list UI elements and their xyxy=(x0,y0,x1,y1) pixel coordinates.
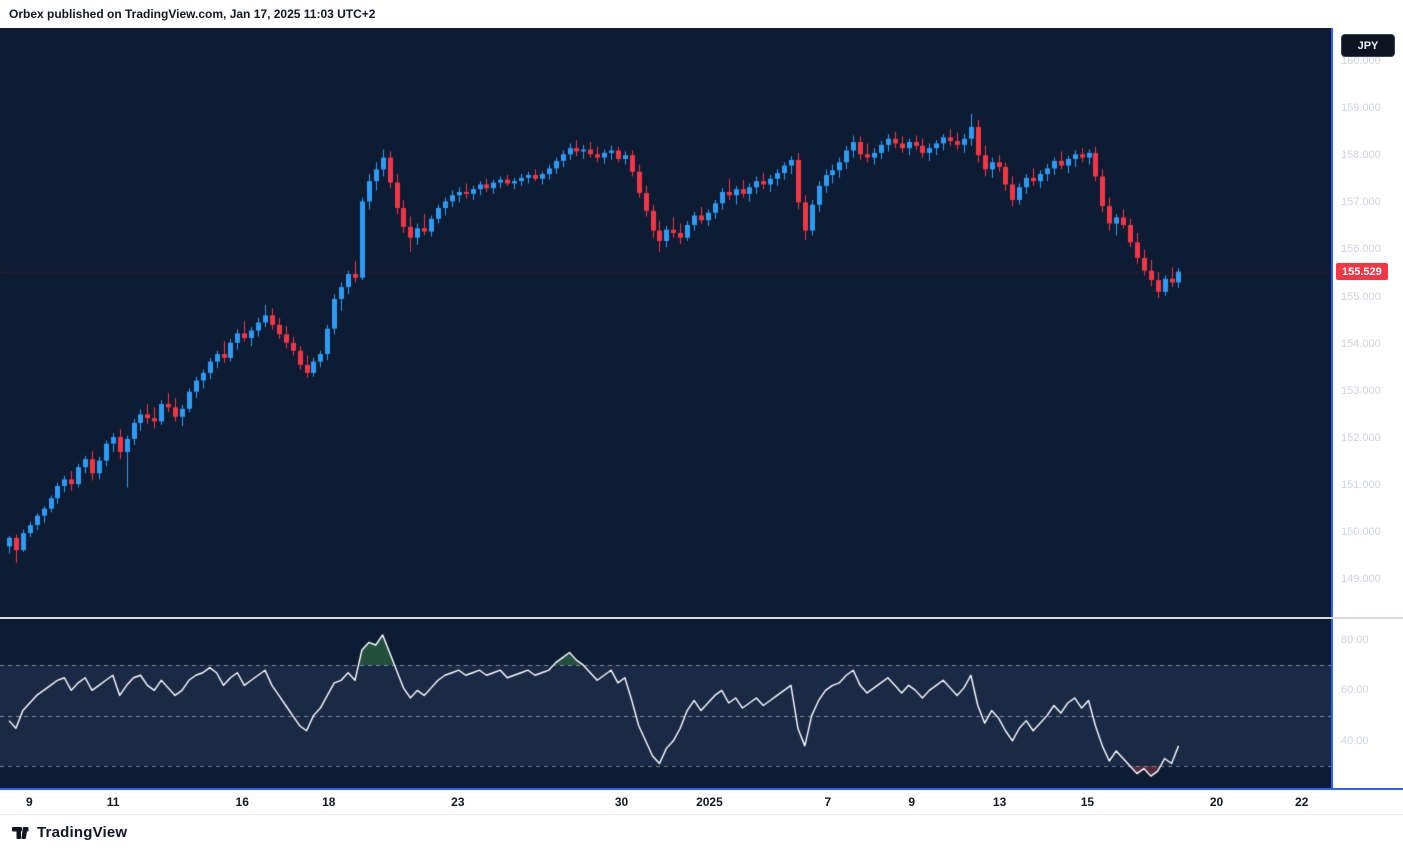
time-tick-label: 30 xyxy=(614,795,629,809)
price-tick-label: 155.000 xyxy=(1341,290,1381,303)
last-price-badge: 155.529 xyxy=(1336,262,1388,280)
time-tick-label: 18 xyxy=(322,795,336,809)
tradingview-wordmark[interactable]: TradingView xyxy=(37,823,128,841)
time-tick-label: 23 xyxy=(451,795,465,809)
rsi-tick-label: 60.00 xyxy=(1341,684,1369,697)
price-axis[interactable]: JPY 155.529 160.000 159.000 158.000 157.000… xyxy=(1331,28,1403,788)
time-tick-label: 9 xyxy=(908,795,916,809)
price-tick-label: 159.000 xyxy=(1341,102,1381,115)
time-tick-year: 2025 xyxy=(696,795,723,809)
time-tick-label: 22 xyxy=(1295,795,1309,809)
publish-header: Orbex published on TradingView.com, Jan … xyxy=(0,0,1403,28)
price-tick-label: 154.000 xyxy=(1341,337,1381,350)
price-tick-label: 151.000 xyxy=(1341,479,1381,492)
footer: TradingView xyxy=(0,814,1403,849)
time-axis[interactable]: 9 11 16 18 23 30 2025 7 9 13 15 20 22 xyxy=(0,788,1403,814)
price-tick-label: 160.000 xyxy=(1341,54,1381,67)
price-tick-label: 158.000 xyxy=(1341,149,1381,162)
time-tick-label: 16 xyxy=(235,795,249,809)
rsi-tick-label: 40.00 xyxy=(1341,734,1369,747)
time-tick-label: 7 xyxy=(824,795,832,809)
time-tick-label: 20 xyxy=(1209,795,1224,809)
time-tick-label: 15 xyxy=(1080,795,1095,809)
price-tick-label: 153.000 xyxy=(1341,384,1381,397)
chart-panes xyxy=(0,28,1331,788)
price-tick-label: 150.000 xyxy=(1341,526,1381,539)
pane-separator[interactable] xyxy=(0,617,1403,619)
publish-header-text: Orbex published on TradingView.com, Jan … xyxy=(9,7,376,21)
time-tick-label: 13 xyxy=(992,795,1007,809)
chart-area: JPY 155.529 160.000 159.000 158.000 157.000… xyxy=(0,28,1403,788)
rsi-tick-label: 80.00 xyxy=(1341,633,1369,646)
price-tick-label: 152.000 xyxy=(1341,431,1381,444)
price-pane-canvas[interactable] xyxy=(0,28,1331,617)
price-tick-label: 157.000 xyxy=(1341,196,1381,209)
time-tick-label: 11 xyxy=(106,795,120,809)
tradingview-logo-icon[interactable] xyxy=(11,823,30,842)
price-tick-label: 149.000 xyxy=(1341,573,1381,586)
rsi-pane-canvas[interactable] xyxy=(0,619,1331,788)
price-tick-label: 156.000 xyxy=(1341,243,1381,256)
currency-toggle-button[interactable]: JPY xyxy=(1341,34,1395,57)
time-tick-label: 9 xyxy=(25,795,33,809)
